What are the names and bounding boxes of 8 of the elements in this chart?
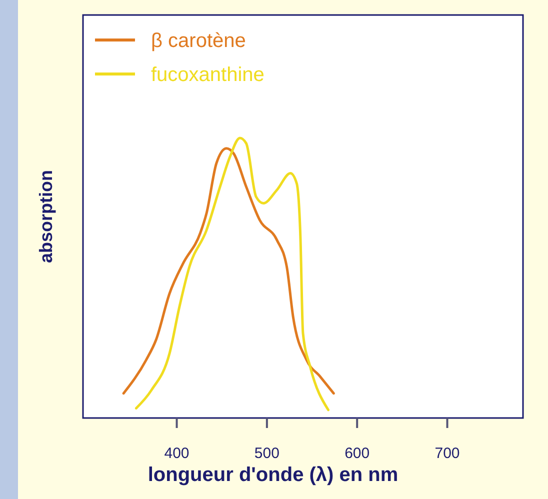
legend-label: fucoxanthine <box>151 64 264 86</box>
x-tick-label: 400 <box>164 445 190 462</box>
x-tick-label: 600 <box>344 445 370 462</box>
legend-label: β carotène <box>151 30 246 52</box>
x-axis-title: longueur d'onde (λ) en nm <box>148 464 398 486</box>
x-tick-label: 500 <box>254 445 280 462</box>
x-tick-label: 700 <box>434 445 460 462</box>
y-axis-title: absorption <box>36 170 56 263</box>
